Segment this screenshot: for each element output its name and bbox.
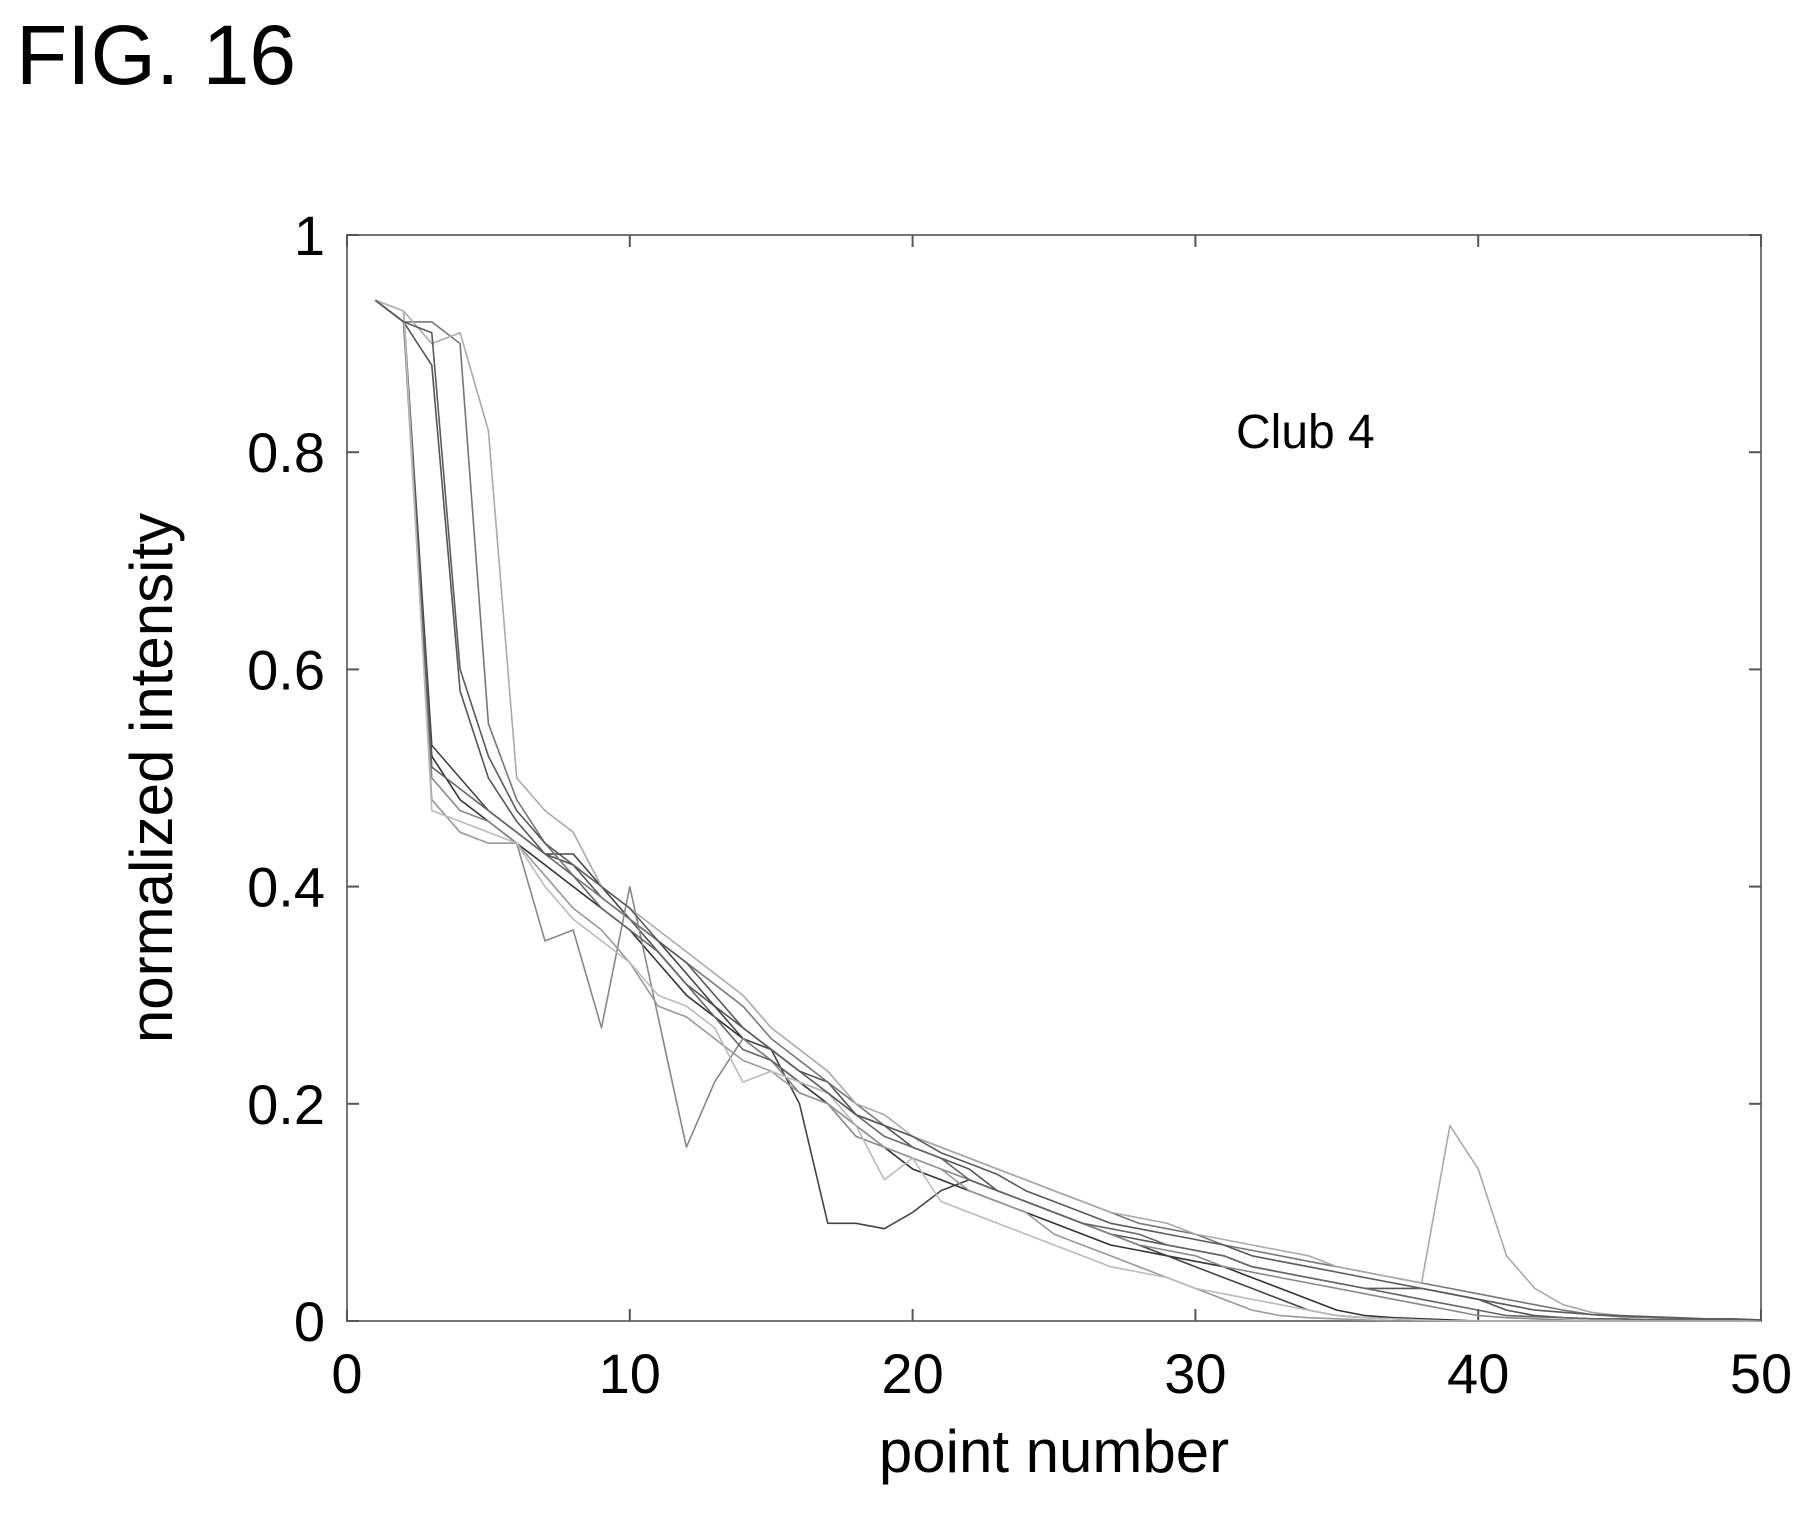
- y-tick-label: 0.6: [247, 638, 325, 701]
- series-line-4: [374, 299, 1761, 1321]
- x-axis-title: point number: [879, 1418, 1229, 1485]
- series-line-8: [374, 299, 1761, 1321]
- axis-ticks: [346, 234, 1762, 1322]
- x-tick-label: 30: [1164, 1342, 1226, 1405]
- series-line-6: [374, 299, 1761, 1322]
- y-tick-label: 0.2: [247, 1073, 325, 1136]
- y-tick-label: 0.4: [247, 856, 325, 919]
- x-tick-label: 40: [1447, 1342, 1509, 1405]
- y-tick-label: 1: [294, 204, 325, 267]
- series-line-3: [375, 299, 1761, 1322]
- figure-label: FIG. 16: [16, 8, 296, 102]
- x-tick-label: 10: [599, 1342, 661, 1405]
- series-line-2: [374, 299, 1761, 1321]
- plot-frame: [346, 234, 1762, 1322]
- x-tick-label: 20: [881, 1342, 943, 1405]
- y-axis-title: normalized intensity: [118, 513, 185, 1043]
- y-tick-label: 0.8: [247, 421, 325, 484]
- series-line-1: [374, 299, 1761, 1322]
- series-line-5: [375, 299, 1761, 1322]
- series-lines: [374, 299, 1762, 1322]
- series-line-9: [375, 299, 1761, 1322]
- y-tick-label: 0: [294, 1290, 325, 1353]
- y-tick-labels: 0 0.2 0.4 0.6 0.8 1: [247, 204, 325, 1353]
- x-tick-labels: 0 10 20 30 40 50: [331, 1342, 1792, 1405]
- series-line-10: [374, 299, 1762, 1321]
- x-tick-label: 50: [1730, 1342, 1792, 1405]
- series-line-7: [375, 299, 1761, 1321]
- x-tick-label: 0: [331, 1342, 362, 1405]
- plot-annotation: Club 4: [1236, 406, 1375, 459]
- plot-area: 0 10 20 30 40 50 0 0.2 0.4 0.6 0.8 1: [247, 204, 1792, 1405]
